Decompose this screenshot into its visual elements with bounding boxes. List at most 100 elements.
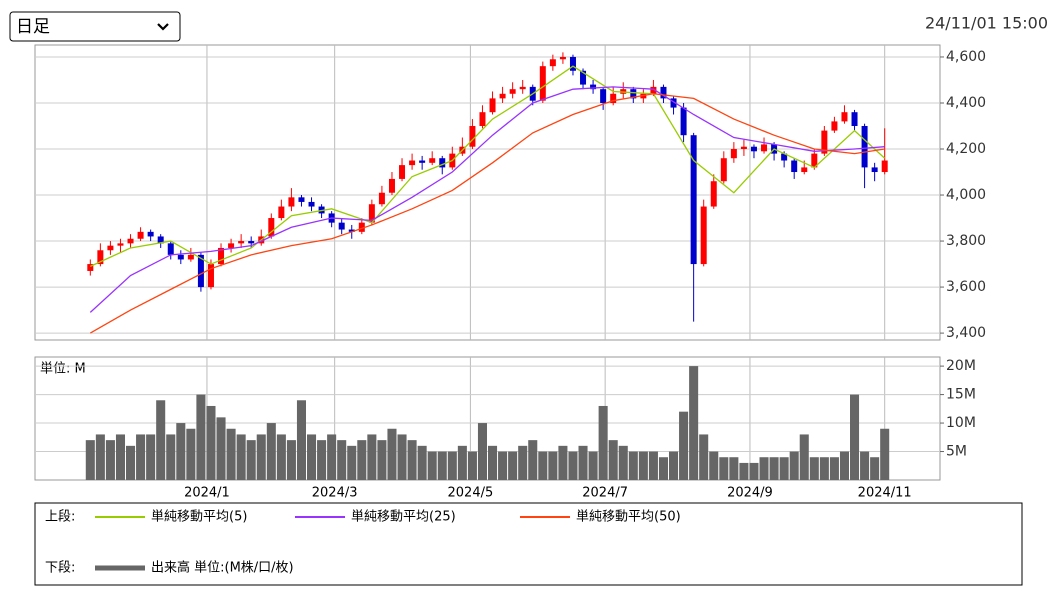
volume-bar	[588, 451, 598, 480]
volume-bar	[809, 457, 819, 480]
candle-body	[630, 89, 637, 99]
moving-average	[89, 93, 885, 334]
volume-bar	[669, 451, 679, 480]
candle-body	[358, 222, 365, 232]
candle-body	[600, 89, 607, 103]
volume-bar	[699, 434, 709, 480]
candle-body	[388, 178, 395, 193]
volume-bar	[387, 428, 397, 480]
candle-body	[700, 206, 707, 265]
y-tick-label: 5M	[946, 444, 967, 460]
candle-body	[580, 70, 587, 85]
volume-bar	[558, 445, 568, 480]
candle-body	[429, 158, 436, 163]
candle-body	[791, 160, 798, 173]
volume-bar	[115, 434, 125, 480]
candle-body	[690, 135, 697, 265]
candle-body	[218, 247, 225, 265]
x-tick-label: 2024/7	[582, 486, 628, 501]
volume-bar	[488, 445, 498, 480]
candle-body	[107, 245, 114, 251]
candle-body	[147, 231, 154, 237]
candle-body	[881, 160, 888, 173]
volume-bar	[759, 457, 769, 480]
volume-bar	[860, 451, 870, 480]
select-box[interactable]	[9, 11, 181, 42]
x-tick-label: 2024/3	[312, 486, 358, 501]
volume-bar	[578, 445, 588, 480]
volume-bar	[739, 462, 749, 480]
candle-body	[157, 236, 164, 244]
volume-bar	[236, 434, 246, 480]
volume-bar	[276, 434, 286, 480]
volume-bar	[789, 451, 799, 480]
candle-body	[539, 66, 546, 101]
candle-body	[811, 153, 818, 168]
y-tick-label: 20M	[946, 358, 976, 374]
candle-body	[288, 197, 295, 207]
volume-bar	[156, 400, 166, 480]
candle-body	[590, 84, 597, 90]
volume-bar	[407, 440, 417, 480]
candle-body	[730, 149, 737, 159]
volume-bar	[397, 434, 407, 480]
select-label[interactable]: 日足	[16, 17, 50, 37]
volume-bar	[186, 428, 196, 480]
volume-bar	[427, 451, 437, 480]
volume-bar	[417, 445, 427, 480]
candle-body	[761, 144, 768, 152]
candle-body	[710, 181, 717, 207]
volume-bar	[538, 451, 548, 480]
volume-bar	[839, 451, 849, 480]
candle-body	[650, 86, 657, 94]
candle-body	[409, 160, 416, 166]
candle-body	[720, 158, 727, 182]
candle-body	[871, 167, 878, 173]
legend-label: 単純移動平均(25)	[351, 509, 456, 525]
x-tick-label: 2024/9	[727, 486, 773, 501]
moving-average	[90, 65, 886, 267]
volume-bar	[206, 405, 216, 480]
candle-body	[781, 153, 788, 161]
candle-body	[801, 167, 808, 173]
y-tick-label: 4,600	[946, 49, 986, 65]
volume-bar	[850, 394, 860, 480]
volume-bar	[196, 394, 206, 480]
candle-body	[177, 254, 184, 260]
y-tick-label: 4,000	[946, 187, 986, 203]
candle-body	[439, 158, 446, 168]
candle-body	[750, 146, 757, 152]
volume-bar	[216, 417, 226, 480]
volume-bar	[598, 405, 608, 480]
volume-bar	[880, 428, 890, 480]
volume-bar	[548, 451, 558, 480]
volume-bar	[126, 445, 136, 480]
candle-body	[559, 56, 566, 60]
volume-bar	[829, 457, 839, 480]
candle-body	[499, 93, 506, 99]
volume-bar	[528, 440, 538, 480]
candle-body	[87, 264, 94, 271]
candle-body	[821, 130, 828, 154]
volume-bar	[689, 366, 699, 480]
volume-bar	[779, 457, 789, 480]
candle-body	[308, 201, 315, 207]
candle-body	[569, 56, 576, 71]
volume-bar	[266, 423, 276, 480]
y-tick-label: 3,400	[946, 325, 986, 341]
volume-bar	[437, 451, 447, 480]
select-chevron[interactable]	[157, 23, 169, 31]
candle-body	[740, 146, 747, 150]
legend-box	[34, 502, 1023, 586]
volume-bar	[819, 457, 829, 480]
candle-body	[378, 192, 385, 205]
volume-bar	[447, 451, 457, 480]
volume-panel	[34, 356, 941, 481]
volume-bar	[719, 457, 729, 480]
candle-body	[298, 197, 305, 202]
volume-unit: 単位: M	[40, 361, 86, 377]
candle-body	[861, 125, 868, 168]
candle-body	[97, 250, 104, 265]
volume-bar	[618, 445, 628, 480]
